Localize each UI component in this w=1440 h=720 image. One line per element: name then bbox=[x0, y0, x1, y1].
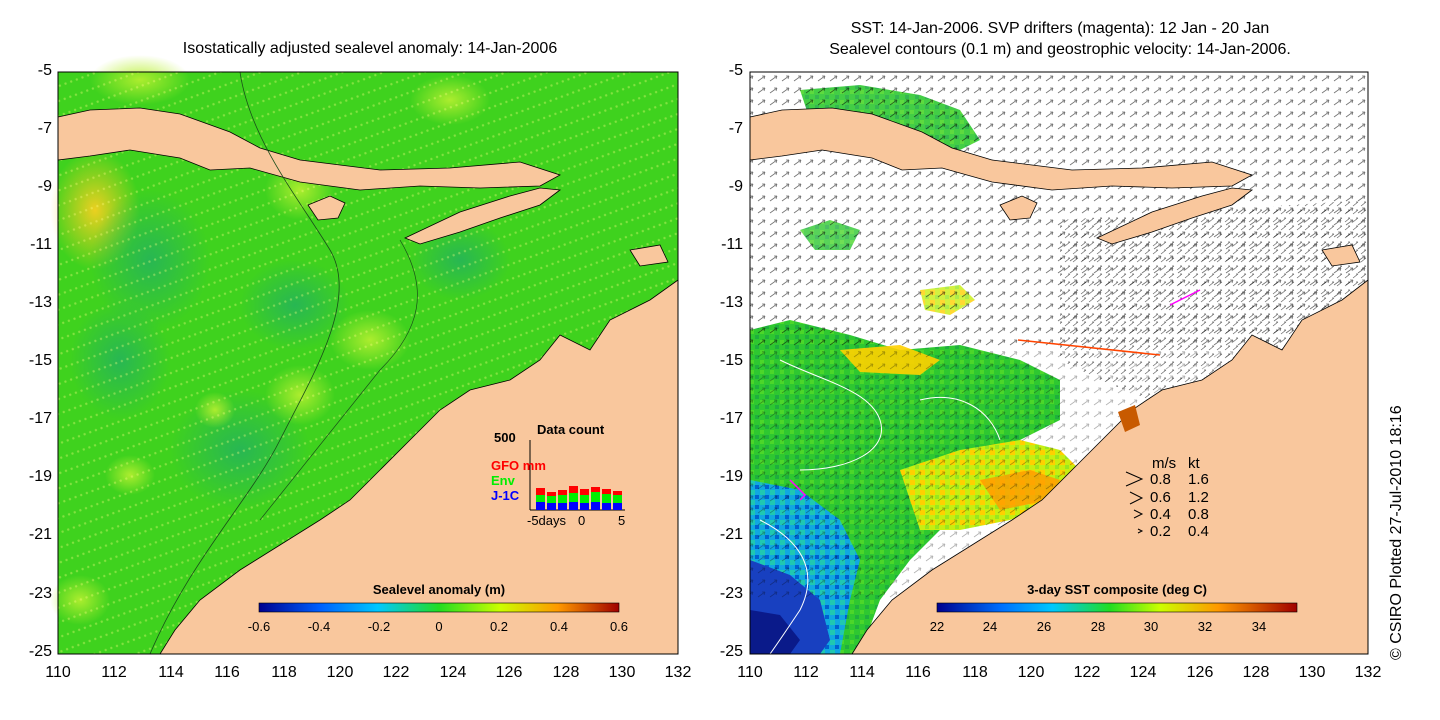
right-x-tick: 112 bbox=[793, 664, 819, 681]
right-x-tick: 124 bbox=[1129, 664, 1157, 681]
right-y-tick: -9 bbox=[728, 178, 743, 195]
right-y-tick: -5 bbox=[728, 62, 743, 79]
right-map-panel bbox=[749, 71, 1369, 655]
velocity-legend-header-kt: kt bbox=[1188, 455, 1200, 472]
data-count-series-gfo: GFO mm bbox=[491, 458, 546, 473]
velocity-legend-ms: 0.2 bbox=[1150, 523, 1171, 540]
right-y-tick: -25 bbox=[719, 643, 743, 660]
left-colorbar-title: Sealevel anomaly (m) bbox=[372, 582, 506, 597]
left-x-tick: 116 bbox=[214, 664, 240, 681]
data-count-series-j1c: J-1C bbox=[491, 488, 520, 503]
right-colorbar-tick: 30 bbox=[1143, 619, 1159, 634]
right-x-tick: 128 bbox=[1242, 664, 1270, 681]
left-colorbar-tick: 0.2 bbox=[489, 619, 509, 634]
right-y-tick: -15 bbox=[719, 352, 743, 369]
left-y-tick: -17 bbox=[28, 410, 52, 427]
velocity-legend-kt: 0.8 bbox=[1188, 506, 1209, 523]
left-x-tick: 118 bbox=[271, 664, 297, 681]
left-x-tick: 126 bbox=[495, 664, 523, 681]
right-colorbar-tick: 24 bbox=[982, 619, 998, 634]
right-colorbar-title: 3-day SST composite (deg C) bbox=[1027, 582, 1207, 597]
left-x-tick: 130 bbox=[608, 664, 636, 681]
left-colorbar-tick: 0 bbox=[435, 619, 443, 634]
right-x-tick: 118 bbox=[962, 664, 988, 681]
left-colorbar-tick: 0.6 bbox=[609, 619, 629, 634]
right-y-tick: -7 bbox=[728, 120, 743, 137]
left-colorbar-tick: -0.6 bbox=[247, 619, 271, 634]
left-y-tick: -5 bbox=[37, 62, 52, 79]
data-count-bars bbox=[536, 486, 622, 510]
plot-credit: © CSIRO Plotted 27-Jul-2010 18:16 bbox=[1388, 405, 1405, 660]
right-x-tick: 126 bbox=[1186, 664, 1214, 681]
right-y-tick: -11 bbox=[721, 236, 743, 253]
right-y-tick: -23 bbox=[719, 585, 743, 602]
data-count-series-env: Env bbox=[491, 473, 515, 488]
left-x-tick: 132 bbox=[664, 664, 692, 681]
data-count-title: Data count bbox=[537, 422, 605, 437]
left-x-tick: 124 bbox=[439, 664, 467, 681]
left-map-panel bbox=[50, 55, 679, 655]
right-colorbar-tick: 22 bbox=[929, 619, 945, 634]
right-y-tick: -21 bbox=[719, 526, 743, 543]
left-x-tick: 110 bbox=[45, 664, 71, 681]
left-y-tick: -15 bbox=[28, 352, 52, 369]
data-count-max-label: 500 bbox=[494, 430, 516, 445]
right-y-tick: -13 bbox=[719, 294, 743, 311]
left-x-tick: 114 bbox=[158, 664, 184, 681]
left-map-title: Isostatically adjusted sealevel anomaly:… bbox=[182, 40, 558, 57]
left-y-tick: -25 bbox=[28, 643, 52, 660]
left-y-tick: -7 bbox=[37, 120, 52, 137]
right-x-tick: 122 bbox=[1073, 664, 1101, 681]
velocity-legend-ms: 0.4 bbox=[1150, 506, 1171, 523]
right-y-tick: -19 bbox=[719, 468, 743, 485]
left-y-tick: -11 bbox=[30, 236, 52, 253]
data-count-x-label-start: -5days bbox=[527, 513, 567, 528]
right-x-tick: 116 bbox=[905, 664, 931, 681]
right-map-title-line1: SST: 14-Jan-2006. SVP drifters (magenta)… bbox=[850, 20, 1270, 37]
velocity-legend-ms: 0.6 bbox=[1150, 489, 1171, 506]
left-y-tick: -9 bbox=[37, 178, 52, 195]
left-x-tick: 112 bbox=[101, 664, 127, 681]
velocity-legend-ms: 0.8 bbox=[1150, 471, 1171, 488]
right-colorbar-tick: 32 bbox=[1197, 619, 1213, 634]
right-x-tick: 110 bbox=[737, 664, 763, 681]
velocity-legend-header-ms: m/s bbox=[1152, 455, 1177, 472]
right-map-title-line2: Sealevel contours (0.1 m) and geostrophi… bbox=[829, 41, 1291, 58]
velocity-legend-kt: 1.6 bbox=[1188, 471, 1209, 488]
left-x-tick: 122 bbox=[382, 664, 410, 681]
right-colorbar-tick: 28 bbox=[1090, 619, 1106, 634]
velocity-legend-kt: 0.4 bbox=[1188, 523, 1209, 540]
left-colorbar-tick: -0.4 bbox=[307, 619, 331, 634]
left-y-tick: -19 bbox=[28, 468, 52, 485]
left-colorbar-tick: -0.2 bbox=[367, 619, 391, 634]
left-y-tick: -21 bbox=[28, 526, 52, 543]
data-count-x-label-end: 5 bbox=[618, 513, 626, 528]
left-y-tick: -13 bbox=[28, 294, 52, 311]
right-x-tick: 114 bbox=[849, 664, 875, 681]
velocity-legend-kt: 1.2 bbox=[1188, 489, 1209, 506]
right-colorbar-tick: 34 bbox=[1251, 619, 1267, 634]
right-x-tick: 130 bbox=[1298, 664, 1326, 681]
right-colorbar-tick: 26 bbox=[1036, 619, 1052, 634]
left-colorbar-tick: 0.4 bbox=[549, 619, 569, 634]
left-y-tick: -23 bbox=[28, 585, 52, 602]
data-count-x-label-mid: 0 bbox=[578, 513, 586, 528]
right-x-tick: 120 bbox=[1017, 664, 1045, 681]
left-x-tick: 120 bbox=[326, 664, 354, 681]
right-colorbar bbox=[936, 602, 1298, 613]
right-y-tick: -17 bbox=[719, 410, 743, 427]
left-colorbar bbox=[258, 602, 620, 613]
left-x-tick: 128 bbox=[552, 664, 580, 681]
right-x-tick: 132 bbox=[1354, 664, 1382, 681]
data-count-chart bbox=[529, 440, 625, 511]
velocity-legend-arrows bbox=[1125, 471, 1144, 534]
